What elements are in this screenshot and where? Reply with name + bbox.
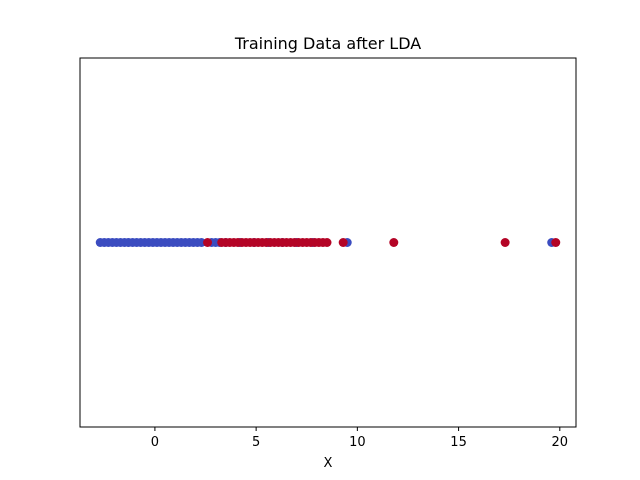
data-point-series-2 [389, 238, 399, 247]
data-point-series-2 [322, 238, 332, 247]
x-tick-label: 15 [450, 435, 467, 450]
x-axis-ticks: 0 5 10 15 20 [151, 427, 568, 450]
data-point-series-2 [338, 238, 348, 247]
x-axis-label: X [324, 456, 333, 471]
data-point-series-2 [551, 238, 561, 247]
plot-area-frame [79, 57, 577, 428]
x-tick-label: 10 [349, 435, 366, 450]
x-tick-label: 20 [552, 435, 569, 450]
data-point-series-2 [500, 238, 510, 247]
data-points [95, 238, 561, 247]
chart-title: Training Data after LDA [234, 34, 421, 53]
x-tick-label: 0 [151, 435, 159, 450]
data-point-series-2 [203, 238, 213, 247]
x-tick-label: 5 [252, 435, 260, 450]
